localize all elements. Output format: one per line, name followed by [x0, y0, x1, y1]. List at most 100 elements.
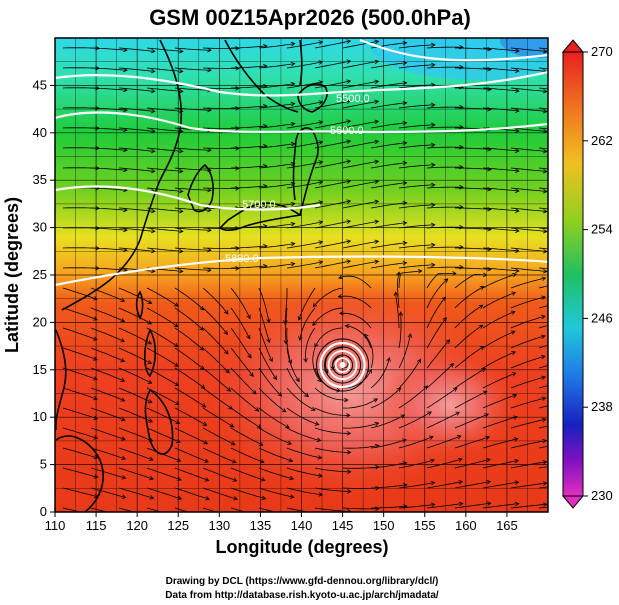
- streamline-arrowhead: [364, 333, 369, 339]
- streamline-arrowhead: [543, 168, 548, 174]
- streamline: [146, 407, 180, 424]
- streamline: [62, 427, 98, 439]
- streamline: [454, 304, 483, 329]
- streamline-arrowhead: [402, 140, 408, 146]
- streamline-arrowhead: [542, 481, 548, 486]
- streamline: [454, 502, 491, 509]
- streamline-arrowhead: [542, 502, 548, 507]
- streamline-arrowhead: [290, 81, 296, 87]
- streamline: [538, 87, 548, 90]
- streamline-arrowhead: [318, 120, 324, 125]
- streamline-arrowhead: [149, 495, 155, 500]
- streamline: [286, 347, 300, 382]
- streamline: [314, 180, 351, 189]
- streamline: [286, 241, 323, 249]
- streamline-arrowhead: [515, 68, 520, 73]
- streamline: [370, 202, 407, 209]
- streamline-arrowhead: [482, 390, 488, 395]
- streamline: [398, 44, 435, 49]
- streamline: [482, 503, 519, 509]
- contour-labels: 5880.0 5700.0 5600.0 5500.0: [225, 93, 370, 265]
- streamline: [118, 227, 155, 232]
- streamline: [230, 185, 267, 189]
- streamline-arrowhead: [346, 219, 352, 224]
- streamline-arrowhead: [151, 128, 156, 134]
- streamline: [426, 317, 447, 349]
- streamline: [62, 467, 98, 478]
- streamline-arrowhead: [207, 247, 212, 253]
- streamline: [482, 67, 519, 72]
- streamline-arrowhead: [176, 457, 182, 462]
- streamline-arrowhead: [402, 220, 408, 226]
- streamline: [90, 467, 126, 479]
- streamline-arrowhead: [254, 407, 260, 412]
- streamline: [230, 65, 267, 69]
- streamline: [174, 447, 209, 463]
- streamline: [174, 367, 205, 389]
- streamline: [118, 367, 152, 384]
- streamline: [202, 107, 240, 109]
- streamline: [398, 264, 435, 269]
- streamline: [510, 440, 547, 449]
- streamline: [398, 411, 432, 429]
- streamline: [146, 207, 183, 212]
- streamline-arrowhead: [457, 457, 463, 463]
- cold-core: [500, 38, 548, 58]
- streamline-arrowhead: [386, 357, 391, 362]
- streamline: [62, 507, 82, 512]
- streamline-arrowhead: [179, 88, 184, 94]
- streamline-arrowhead: [120, 338, 126, 343]
- streamline: [118, 307, 152, 325]
- streamline: [230, 307, 251, 339]
- streamline: [286, 221, 323, 229]
- streamline-arrowhead: [431, 62, 436, 68]
- streamline: [510, 67, 547, 72]
- streamline: [482, 187, 519, 192]
- streamline: [370, 462, 407, 469]
- streamline-arrowhead: [120, 416, 126, 422]
- streamline: [342, 422, 379, 429]
- plot-area: 5880.0 5700.0 5600.0 5500.0: [55, 38, 548, 512]
- streamline: [258, 367, 282, 397]
- streamline-arrowhead: [151, 228, 156, 234]
- streamline: [285, 307, 288, 344]
- streamline: [370, 484, 407, 489]
- streamline: [482, 394, 517, 409]
- streamline-arrowhead: [482, 272, 488, 278]
- streamline: [342, 120, 379, 129]
- y-axis-ticks: 0 5 10 15 20 25 30 35 40 45: [33, 77, 55, 519]
- streamline: [90, 107, 127, 111]
- streamline: [202, 467, 237, 482]
- streamline: [482, 372, 516, 389]
- streamline: [286, 427, 321, 441]
- streamline: [510, 227, 547, 232]
- streamline: [510, 397, 546, 409]
- contour-5700: [55, 185, 321, 211]
- streamline: [258, 387, 287, 413]
- streamline: [202, 367, 231, 392]
- streamline: [345, 325, 372, 349]
- streamline-arrowhead: [281, 408, 287, 413]
- streamline: [398, 459, 435, 469]
- streamline: [454, 273, 487, 289]
- streamline: [286, 327, 292, 364]
- x-tick-label: 150: [373, 518, 395, 533]
- streamline-arrowhead: [515, 268, 520, 273]
- streamline: [510, 147, 547, 152]
- streamline: [426, 66, 463, 69]
- streamline: [286, 201, 323, 209]
- streamline: [305, 327, 316, 362]
- streamline-arrowhead: [318, 473, 323, 478]
- streamline-arrowhead: [179, 248, 184, 254]
- streamline: [538, 344, 548, 349]
- streamline-arrowhead: [455, 411, 461, 416]
- x-tick-label: 155: [414, 518, 436, 533]
- streamline: [202, 407, 234, 428]
- streamline: [538, 247, 548, 250]
- streamline: [325, 347, 343, 374]
- streamline: [455, 187, 492, 190]
- coast-taiwan: [135, 290, 144, 320]
- streamline: [370, 242, 407, 249]
- streamline: [510, 335, 546, 349]
- contour-5600: [55, 111, 548, 134]
